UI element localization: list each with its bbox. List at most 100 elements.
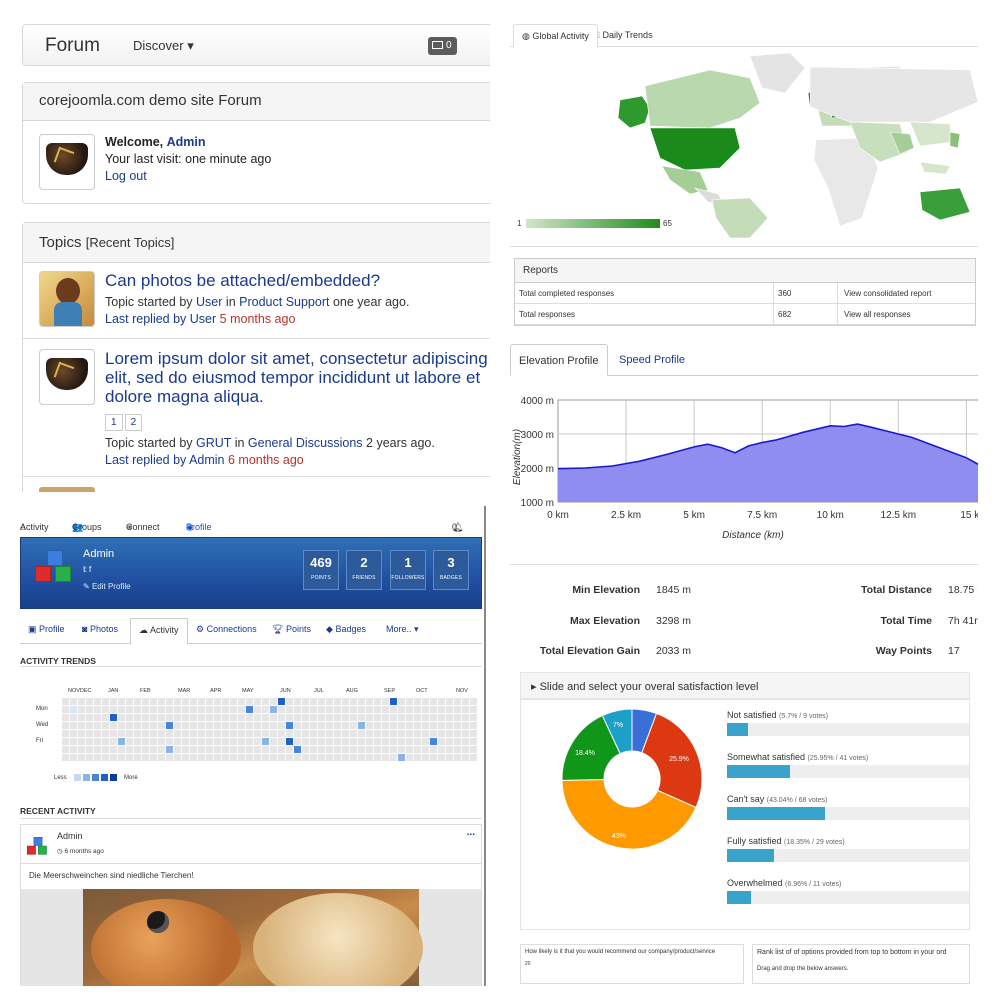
heatmap-cell[interactable] xyxy=(294,746,301,753)
heatmap-cell[interactable] xyxy=(470,746,477,753)
heatmap-cell[interactable] xyxy=(86,738,93,745)
heatmap-cell[interactable] xyxy=(278,746,285,753)
heatmap-cell[interactable] xyxy=(134,698,141,705)
heatmap-cell[interactable] xyxy=(318,730,325,737)
heatmap-cell[interactable] xyxy=(62,698,69,705)
heatmap-cell[interactable] xyxy=(198,698,205,705)
heatmap-cell[interactable] xyxy=(126,746,133,753)
tab-badges[interactable]: ◆ Badges xyxy=(326,624,366,635)
heatmap-cell[interactable] xyxy=(94,746,101,753)
heatmap-cell[interactable] xyxy=(390,738,397,745)
heatmap-cell[interactable] xyxy=(94,698,101,705)
heatmap-cell[interactable] xyxy=(62,754,69,761)
heatmap-cell[interactable] xyxy=(358,706,365,713)
heatmap-cell[interactable] xyxy=(310,730,317,737)
heatmap-cell[interactable] xyxy=(246,730,253,737)
heatmap-cell[interactable] xyxy=(326,722,333,729)
heatmap-cell[interactable] xyxy=(398,698,405,705)
heatmap-cell[interactable] xyxy=(270,706,277,713)
heatmap-cell[interactable] xyxy=(238,738,245,745)
heatmap-cell[interactable] xyxy=(270,738,277,745)
heatmap-cell[interactable] xyxy=(142,706,149,713)
heatmap-cell[interactable] xyxy=(174,714,181,721)
elevation-chart[interactable]: 4000 m 3000 m 2000 m 1000 m0 km 2.5 km 5 km 7.… xyxy=(510,388,978,548)
pie-slice[interactable] xyxy=(561,779,697,850)
stat-points[interactable]: 469 POINTS xyxy=(303,550,339,590)
heatmap-cell[interactable] xyxy=(270,722,277,729)
heatmap-cell[interactable] xyxy=(246,698,253,705)
category-link[interactable]: Product Support xyxy=(239,295,330,309)
heatmap-cell[interactable] xyxy=(70,754,77,761)
heatmap-cell[interactable] xyxy=(102,698,109,705)
heatmap-cell[interactable] xyxy=(190,706,197,713)
heatmap-cell[interactable] xyxy=(430,730,437,737)
heatmap-cell[interactable] xyxy=(142,730,149,737)
heatmap-cell[interactable] xyxy=(446,730,453,737)
heatmap-cell[interactable] xyxy=(366,714,373,721)
heatmap-cell[interactable] xyxy=(438,698,445,705)
heatmap-cell[interactable] xyxy=(134,722,141,729)
heatmap-cell[interactable] xyxy=(190,746,197,753)
heatmap-cell[interactable] xyxy=(206,730,213,737)
heatmap-cell[interactable] xyxy=(414,714,421,721)
heatmap-cell[interactable] xyxy=(174,730,181,737)
heatmap-cell[interactable] xyxy=(254,714,261,721)
heatmap-cell[interactable] xyxy=(118,754,125,761)
heatmap-cell[interactable] xyxy=(462,722,469,729)
heatmap-cell[interactable] xyxy=(94,714,101,721)
heatmap-cell[interactable] xyxy=(150,722,157,729)
heatmap-cell[interactable] xyxy=(142,698,149,705)
heatmap-cell[interactable] xyxy=(214,738,221,745)
heatmap-cell[interactable] xyxy=(278,754,285,761)
topic-avatar[interactable] xyxy=(39,271,95,327)
heatmap-cell[interactable] xyxy=(78,722,85,729)
heatmap-cell[interactable] xyxy=(406,714,413,721)
heatmap-cell[interactable] xyxy=(374,754,381,761)
heatmap-cell[interactable] xyxy=(70,698,77,705)
heatmap-cell[interactable] xyxy=(206,706,213,713)
heatmap-cell[interactable] xyxy=(118,714,125,721)
heatmap-cell[interactable] xyxy=(326,730,333,737)
heatmap-cell[interactable] xyxy=(350,746,357,753)
heatmap-cell[interactable] xyxy=(350,706,357,713)
heatmap-cell[interactable] xyxy=(414,746,421,753)
heatmap-cell[interactable] xyxy=(318,714,325,721)
heatmap-cell[interactable] xyxy=(438,730,445,737)
heatmap-cell[interactable] xyxy=(214,706,221,713)
heatmap-cell[interactable] xyxy=(102,730,109,737)
heatmap-cell[interactable] xyxy=(374,714,381,721)
heatmap-cell[interactable] xyxy=(406,754,413,761)
heatmap-cell[interactable] xyxy=(366,722,373,729)
heatmap-cell[interactable] xyxy=(422,714,429,721)
heatmap-cell[interactable] xyxy=(126,754,133,761)
heatmap-cell[interactable] xyxy=(294,698,301,705)
heatmap-cell[interactable] xyxy=(302,722,309,729)
heatmap-cell[interactable] xyxy=(462,714,469,721)
heatmap-cell[interactable] xyxy=(166,738,173,745)
heatmap-cell[interactable] xyxy=(390,730,397,737)
heatmap-cell[interactable] xyxy=(110,754,117,761)
heatmap-cell[interactable] xyxy=(270,714,277,721)
category-link[interactable]: General Discussions xyxy=(247,436,363,450)
heatmap-cell[interactable] xyxy=(406,698,413,705)
heatmap-cell[interactable] xyxy=(70,714,77,721)
heatmap-cell[interactable] xyxy=(198,706,205,713)
heatmap-cell[interactable] xyxy=(62,730,69,737)
heatmap-cell[interactable] xyxy=(286,754,293,761)
heatmap-cell[interactable] xyxy=(134,754,141,761)
heatmap-cell[interactable] xyxy=(278,714,285,721)
heatmap-cell[interactable] xyxy=(262,730,269,737)
stat-followers[interactable]: 1 FOLLOWERS xyxy=(390,550,426,590)
post-menu-button[interactable]: ... xyxy=(466,827,475,838)
heatmap-cell[interactable] xyxy=(270,730,277,737)
heatmap-cell[interactable] xyxy=(166,706,173,713)
heatmap-cell[interactable] xyxy=(358,730,365,737)
heatmap-cell[interactable] xyxy=(310,754,317,761)
heatmap-cell[interactable] xyxy=(302,754,309,761)
heatmap-cell[interactable] xyxy=(454,730,461,737)
heatmap-cell[interactable] xyxy=(166,714,173,721)
heatmap-cell[interactable] xyxy=(166,698,173,705)
heatmap-cell[interactable] xyxy=(222,738,229,745)
stat-friends[interactable]: 2 FRIENDS xyxy=(346,550,382,590)
stat-badges[interactable]: 3 BADGES xyxy=(433,550,469,590)
